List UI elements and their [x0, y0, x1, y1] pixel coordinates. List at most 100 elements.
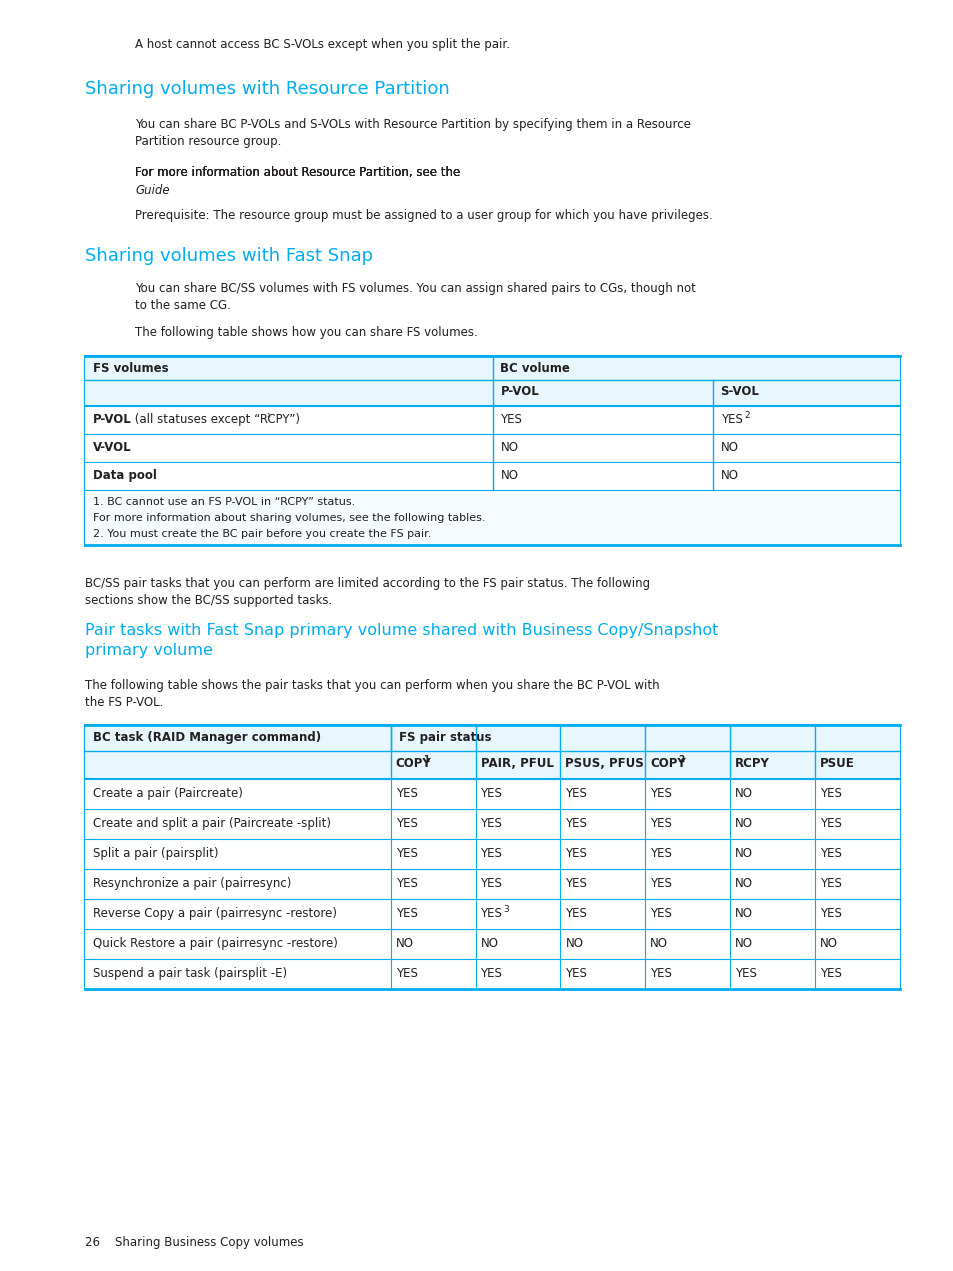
- Text: BC volume: BC volume: [500, 362, 570, 375]
- Text: Data pool: Data pool: [92, 469, 156, 482]
- Text: ¹: ¹: [266, 413, 270, 423]
- Bar: [85, 899, 899, 929]
- Text: NO: NO: [500, 469, 518, 482]
- Text: S-VOL: S-VOL: [720, 385, 759, 398]
- Text: You can share BC P-VOLs and S-VOLs with Resource Partition by specifying them in: You can share BC P-VOLs and S-VOLs with …: [135, 118, 690, 147]
- Text: YES: YES: [735, 967, 757, 980]
- Text: PAIR, PFUL: PAIR, PFUL: [480, 758, 553, 770]
- Text: YES: YES: [565, 846, 587, 860]
- Text: YES: YES: [395, 907, 417, 920]
- Text: FS pair status: FS pair status: [398, 731, 491, 744]
- Text: NO: NO: [735, 817, 753, 830]
- Bar: [85, 869, 899, 899]
- Text: YES: YES: [565, 787, 587, 799]
- Text: FS volumes: FS volumes: [92, 362, 169, 375]
- Text: YES: YES: [395, 846, 417, 860]
- Bar: [85, 491, 899, 545]
- Bar: [85, 433, 899, 461]
- Text: Quick Restore a pair (pairresync -restore): Quick Restore a pair (pairresync -restor…: [92, 937, 337, 949]
- Text: YES: YES: [480, 907, 502, 920]
- Text: NO: NO: [735, 846, 753, 860]
- Bar: [85, 356, 899, 545]
- Text: YES: YES: [820, 907, 841, 920]
- Text: Guide: Guide: [135, 183, 170, 197]
- Text: YES: YES: [480, 877, 502, 890]
- Text: YES: YES: [480, 787, 502, 799]
- Text: YES: YES: [820, 817, 841, 830]
- Text: The following table shows the pair tasks that you can perform when you share the: The following table shows the pair tasks…: [85, 679, 659, 709]
- Bar: [85, 929, 899, 960]
- Text: Split a pair (pairsplit): Split a pair (pairsplit): [92, 846, 218, 860]
- Text: NO: NO: [565, 937, 583, 949]
- Text: YES: YES: [395, 817, 417, 830]
- Text: YES: YES: [565, 907, 587, 920]
- Text: 2. You must create the BC pair before you create the FS pair.: 2. You must create the BC pair before yo…: [92, 529, 431, 539]
- Text: COPY: COPY: [650, 758, 685, 770]
- Text: Create and split a pair (Paircreate -split): Create and split a pair (Paircreate -spl…: [92, 817, 331, 830]
- Text: YES: YES: [565, 877, 587, 890]
- Text: YES: YES: [820, 846, 841, 860]
- Text: YES: YES: [480, 817, 502, 830]
- Text: NO: NO: [735, 787, 753, 799]
- Text: BC task (RAID Manager command): BC task (RAID Manager command): [92, 731, 321, 744]
- Text: NO: NO: [395, 937, 414, 949]
- Text: 1. BC cannot use an FS P-VOL in “RCPY” status.: 1. BC cannot use an FS P-VOL in “RCPY” s…: [92, 497, 355, 507]
- Text: NO: NO: [820, 937, 838, 949]
- Text: YES: YES: [480, 846, 502, 860]
- Text: YES: YES: [395, 877, 417, 890]
- Text: Prerequisite: The resource group must be assigned to a user group for which you : Prerequisite: The resource group must be…: [135, 208, 712, 222]
- Text: YES: YES: [650, 846, 672, 860]
- Bar: [85, 779, 899, 810]
- Text: YES: YES: [650, 967, 672, 980]
- Text: Suspend a pair task (pairsplit -E): Suspend a pair task (pairsplit -E): [92, 967, 287, 980]
- Bar: [85, 839, 899, 869]
- Text: YES: YES: [500, 413, 522, 426]
- Text: YES: YES: [820, 877, 841, 890]
- Text: For more information about Resource Partition, see the: For more information about Resource Part…: [135, 167, 463, 179]
- Text: The following table shows how you can share FS volumes.: The following table shows how you can sh…: [135, 325, 477, 339]
- Text: 2: 2: [743, 411, 749, 419]
- Text: YES: YES: [650, 817, 672, 830]
- Text: P-VOL: P-VOL: [500, 385, 538, 398]
- Text: You can share BC/SS volumes with FS volumes. You can assign shared pairs to CGs,: You can share BC/SS volumes with FS volu…: [135, 282, 695, 311]
- Text: P-VOL: P-VOL: [92, 413, 132, 426]
- Text: YES: YES: [650, 907, 672, 920]
- Text: NO: NO: [480, 937, 498, 949]
- Text: Sharing volumes with Fast Snap: Sharing volumes with Fast Snap: [85, 247, 373, 264]
- Text: PSUE: PSUE: [820, 758, 854, 770]
- Text: Reverse Copy a pair (pairresync -restore): Reverse Copy a pair (pairresync -restore…: [92, 907, 336, 920]
- Bar: [85, 960, 899, 989]
- Bar: [85, 405, 899, 433]
- Text: PSUS, PFUS: PSUS, PFUS: [565, 758, 643, 770]
- Text: 2: 2: [677, 755, 683, 764]
- Bar: [85, 810, 899, 839]
- Text: Sharing volumes with Resource Partition: Sharing volumes with Resource Partition: [85, 80, 449, 98]
- Bar: [85, 751, 899, 779]
- Text: 1: 1: [423, 755, 429, 764]
- Text: For more information about Resource Partition, see the: For more information about Resource Part…: [135, 167, 463, 179]
- Text: 26    Sharing Business Copy volumes: 26 Sharing Business Copy volumes: [85, 1235, 303, 1249]
- Text: V-VOL: V-VOL: [92, 441, 132, 454]
- Text: (all statuses except “RCPY”): (all statuses except “RCPY”): [131, 413, 299, 426]
- Text: NO: NO: [735, 937, 753, 949]
- Text: BC/SS pair tasks that you can perform are limited according to the FS pair statu: BC/SS pair tasks that you can perform ar…: [85, 577, 649, 608]
- Text: YES: YES: [565, 967, 587, 980]
- Bar: [85, 356, 899, 380]
- Text: NO: NO: [500, 441, 518, 454]
- Text: YES: YES: [720, 413, 745, 426]
- Text: YES: YES: [820, 787, 841, 799]
- Text: NO: NO: [735, 877, 753, 890]
- Text: YES: YES: [395, 967, 417, 980]
- Text: Resynchronize a pair (pairresync): Resynchronize a pair (pairresync): [92, 877, 291, 890]
- Text: YES: YES: [650, 787, 672, 799]
- Bar: [85, 724, 899, 989]
- Text: NO: NO: [650, 937, 668, 949]
- Text: Create a pair (Paircreate): Create a pair (Paircreate): [92, 787, 243, 799]
- Text: RCPY: RCPY: [735, 758, 769, 770]
- Text: YES: YES: [820, 967, 841, 980]
- Text: Pair tasks with Fast Snap primary volume shared with Business Copy/Snapshot
prim: Pair tasks with Fast Snap primary volume…: [85, 623, 718, 658]
- Text: YES: YES: [395, 787, 417, 799]
- Text: NO: NO: [735, 907, 753, 920]
- Bar: [85, 724, 899, 751]
- Text: For more information about sharing volumes, see the following tables.: For more information about sharing volum…: [92, 513, 485, 522]
